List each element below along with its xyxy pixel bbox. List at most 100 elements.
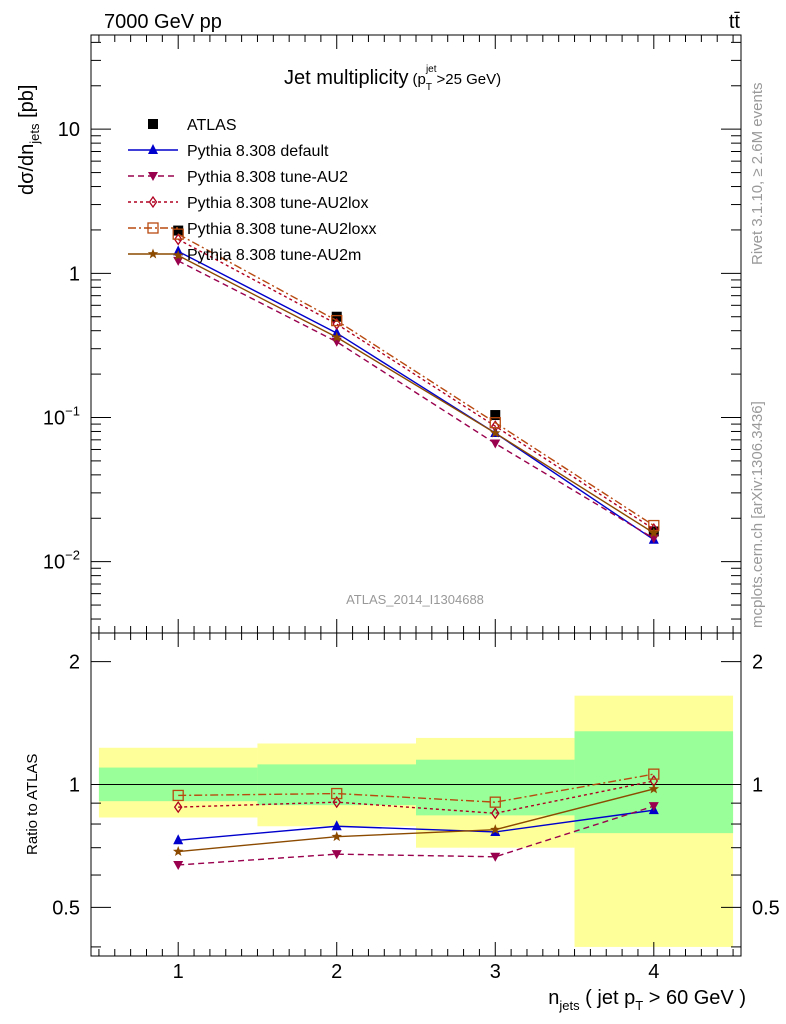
y-tick-base: 10 [43,552,65,574]
main-ylabel-unit: [pb] [16,85,38,124]
legend-marker-1 [148,144,158,154]
xlabel-sub: jets [558,998,580,1013]
ratio-series-line-4 [178,788,654,853]
y-tick-label-ratio-right: 0.5 [752,897,780,919]
y-tick-label-ratio: 2 [69,652,80,674]
x-tick-label: 4 [648,961,659,983]
x-tick-label: 1 [173,961,184,983]
analysis-label: ATLAS_2014_I1304688 [346,592,484,607]
ratio-point-4-0 [172,846,184,856]
ratio-series-group [172,768,660,870]
main-title-text: Jet multiplicity [284,67,408,89]
ratio-point-1-1 [331,850,342,860]
legend-marker-3 [148,195,158,209]
main-series-line-2 [177,260,655,539]
y-tick-label-ratio: 0.5 [52,897,80,919]
legend-label-4: Pythia 8.308 tune-AU2loxx [187,221,376,238]
legend-entry-1: Pythia 8.308 default [128,143,329,160]
legend-entry-5: Pythia 8.308 tune-AU2m [128,247,361,264]
ratio-point-1-2 [490,852,501,862]
legend-marker-5 [147,248,159,259]
main-ylabel: dσ/dnjets [pb] [16,85,42,195]
legend-marker-0 [148,119,158,129]
ratio-point-2-2 [490,807,500,820]
ratio-point-1-0 [173,860,184,870]
main-point-0-2 [490,410,501,421]
title-cut-open: (p [412,71,425,88]
main-ylabel-text: dσ/dn [16,144,38,195]
main-point-2-0 [173,256,184,266]
xlabel-n: n [548,987,559,1009]
y-tick-exp: −2 [65,548,80,563]
ratio-point-0-1 [331,820,342,831]
main-point-0-0 [173,225,184,236]
y-tick-label-main: 10 [58,119,80,141]
main-point-5-1 [331,331,342,342]
ratio-series-3 [172,768,660,808]
title-cut-sup: jet [425,64,437,75]
ratio-point-4-2 [490,824,501,835]
y-tick-label-ratio-right: 2 [752,652,763,674]
ratio-point-3-2 [489,796,501,808]
title-cut-sub: T [426,82,432,93]
main-point-0-1 [331,311,342,322]
xlabel-mid: ( jet p [580,987,636,1009]
beam-label: 7000 GeV pp [104,11,222,33]
legend-marker-4 [147,222,159,234]
mcplots-label: mcplots.cern.ch [arXiv:1306.3436] [749,401,766,628]
ratio-series-line-1 [178,805,655,866]
ratio-point-1-3 [648,802,659,812]
main-point-4-1 [331,314,343,327]
y-tick-label-main: 10−1 [43,403,80,429]
main-series-line-3 [177,238,655,530]
title-cut-tail: >25 GeV) [437,71,502,88]
axis-ticks [91,35,741,956]
legend-label-0: ATLAS [187,117,237,134]
y-tick-label-ratio: 1 [69,774,80,796]
rivet-label: Rivet 3.1.10, ≥ 2.6M events [749,83,766,266]
main-point-3-0 [173,233,183,246]
ratio-xlabel: njets ( jet pT > 60 GeV ) [548,987,746,1013]
legend-marker-2 [148,172,158,181]
ratio-series-line-0 [178,809,654,841]
legend-entry-0: ATLAS [148,117,237,134]
main-series-line-4 [177,233,655,527]
legend-entry-2: Pythia 8.308 tune-AU2 [128,169,348,186]
legend-entry-3: Pythia 8.308 tune-AU2lox [128,195,368,212]
main-series-5 [172,249,660,538]
ratio-point-2-1 [332,796,342,809]
green-band-2 [416,759,575,816]
ratio-ylabel: Ratio to ATLAS [24,754,41,855]
y-tick-label-main: 1 [69,263,80,285]
ratio-uncertainty-bands [98,695,734,947]
legend-entry-4: Pythia 8.308 tune-AU2loxx [128,221,376,238]
xlabel-sub2: T [635,998,643,1013]
legend-label-5: Pythia 8.308 tune-AU2m [187,247,361,264]
ratio-point-0-0 [173,834,184,845]
ratio-point-3-1 [331,787,343,800]
legend: ATLAS Pythia 8.308 default Pythia 8.308 tu… [128,117,376,264]
main-point-5-3 [648,527,660,538]
y-tick-base: 10 [58,119,80,141]
main-title: Jet multiplicity (pTjet>25 GeV) [284,64,501,93]
legend-label-3: Pythia 8.308 tune-AU2lox [187,195,368,212]
ratio-point-3-0 [172,789,184,802]
legend-label-2: Pythia 8.308 tune-AU2 [187,169,348,186]
ratio-point-4-1 [331,831,342,842]
main-series-line-1 [177,250,655,541]
y-tick-exp: −1 [65,403,80,418]
main-point-5-2 [490,427,501,438]
ratio-series-line-2 [178,780,654,814]
main-point-5-0 [172,249,184,260]
main-series-line-5 [177,254,655,534]
main-point-4-0 [172,228,184,240]
main-ylabel-sub: jets [27,123,42,145]
green-band-3 [574,731,734,834]
main-series-group [172,225,660,544]
y-tick-label-ratio-right: 1 [752,774,763,796]
ratio-point-4-3 [648,783,660,794]
xlabel-tail: > 60 GeV ) [643,987,746,1009]
x-tick-label: 2 [331,961,342,983]
y-tick-base: 1 [69,263,80,285]
